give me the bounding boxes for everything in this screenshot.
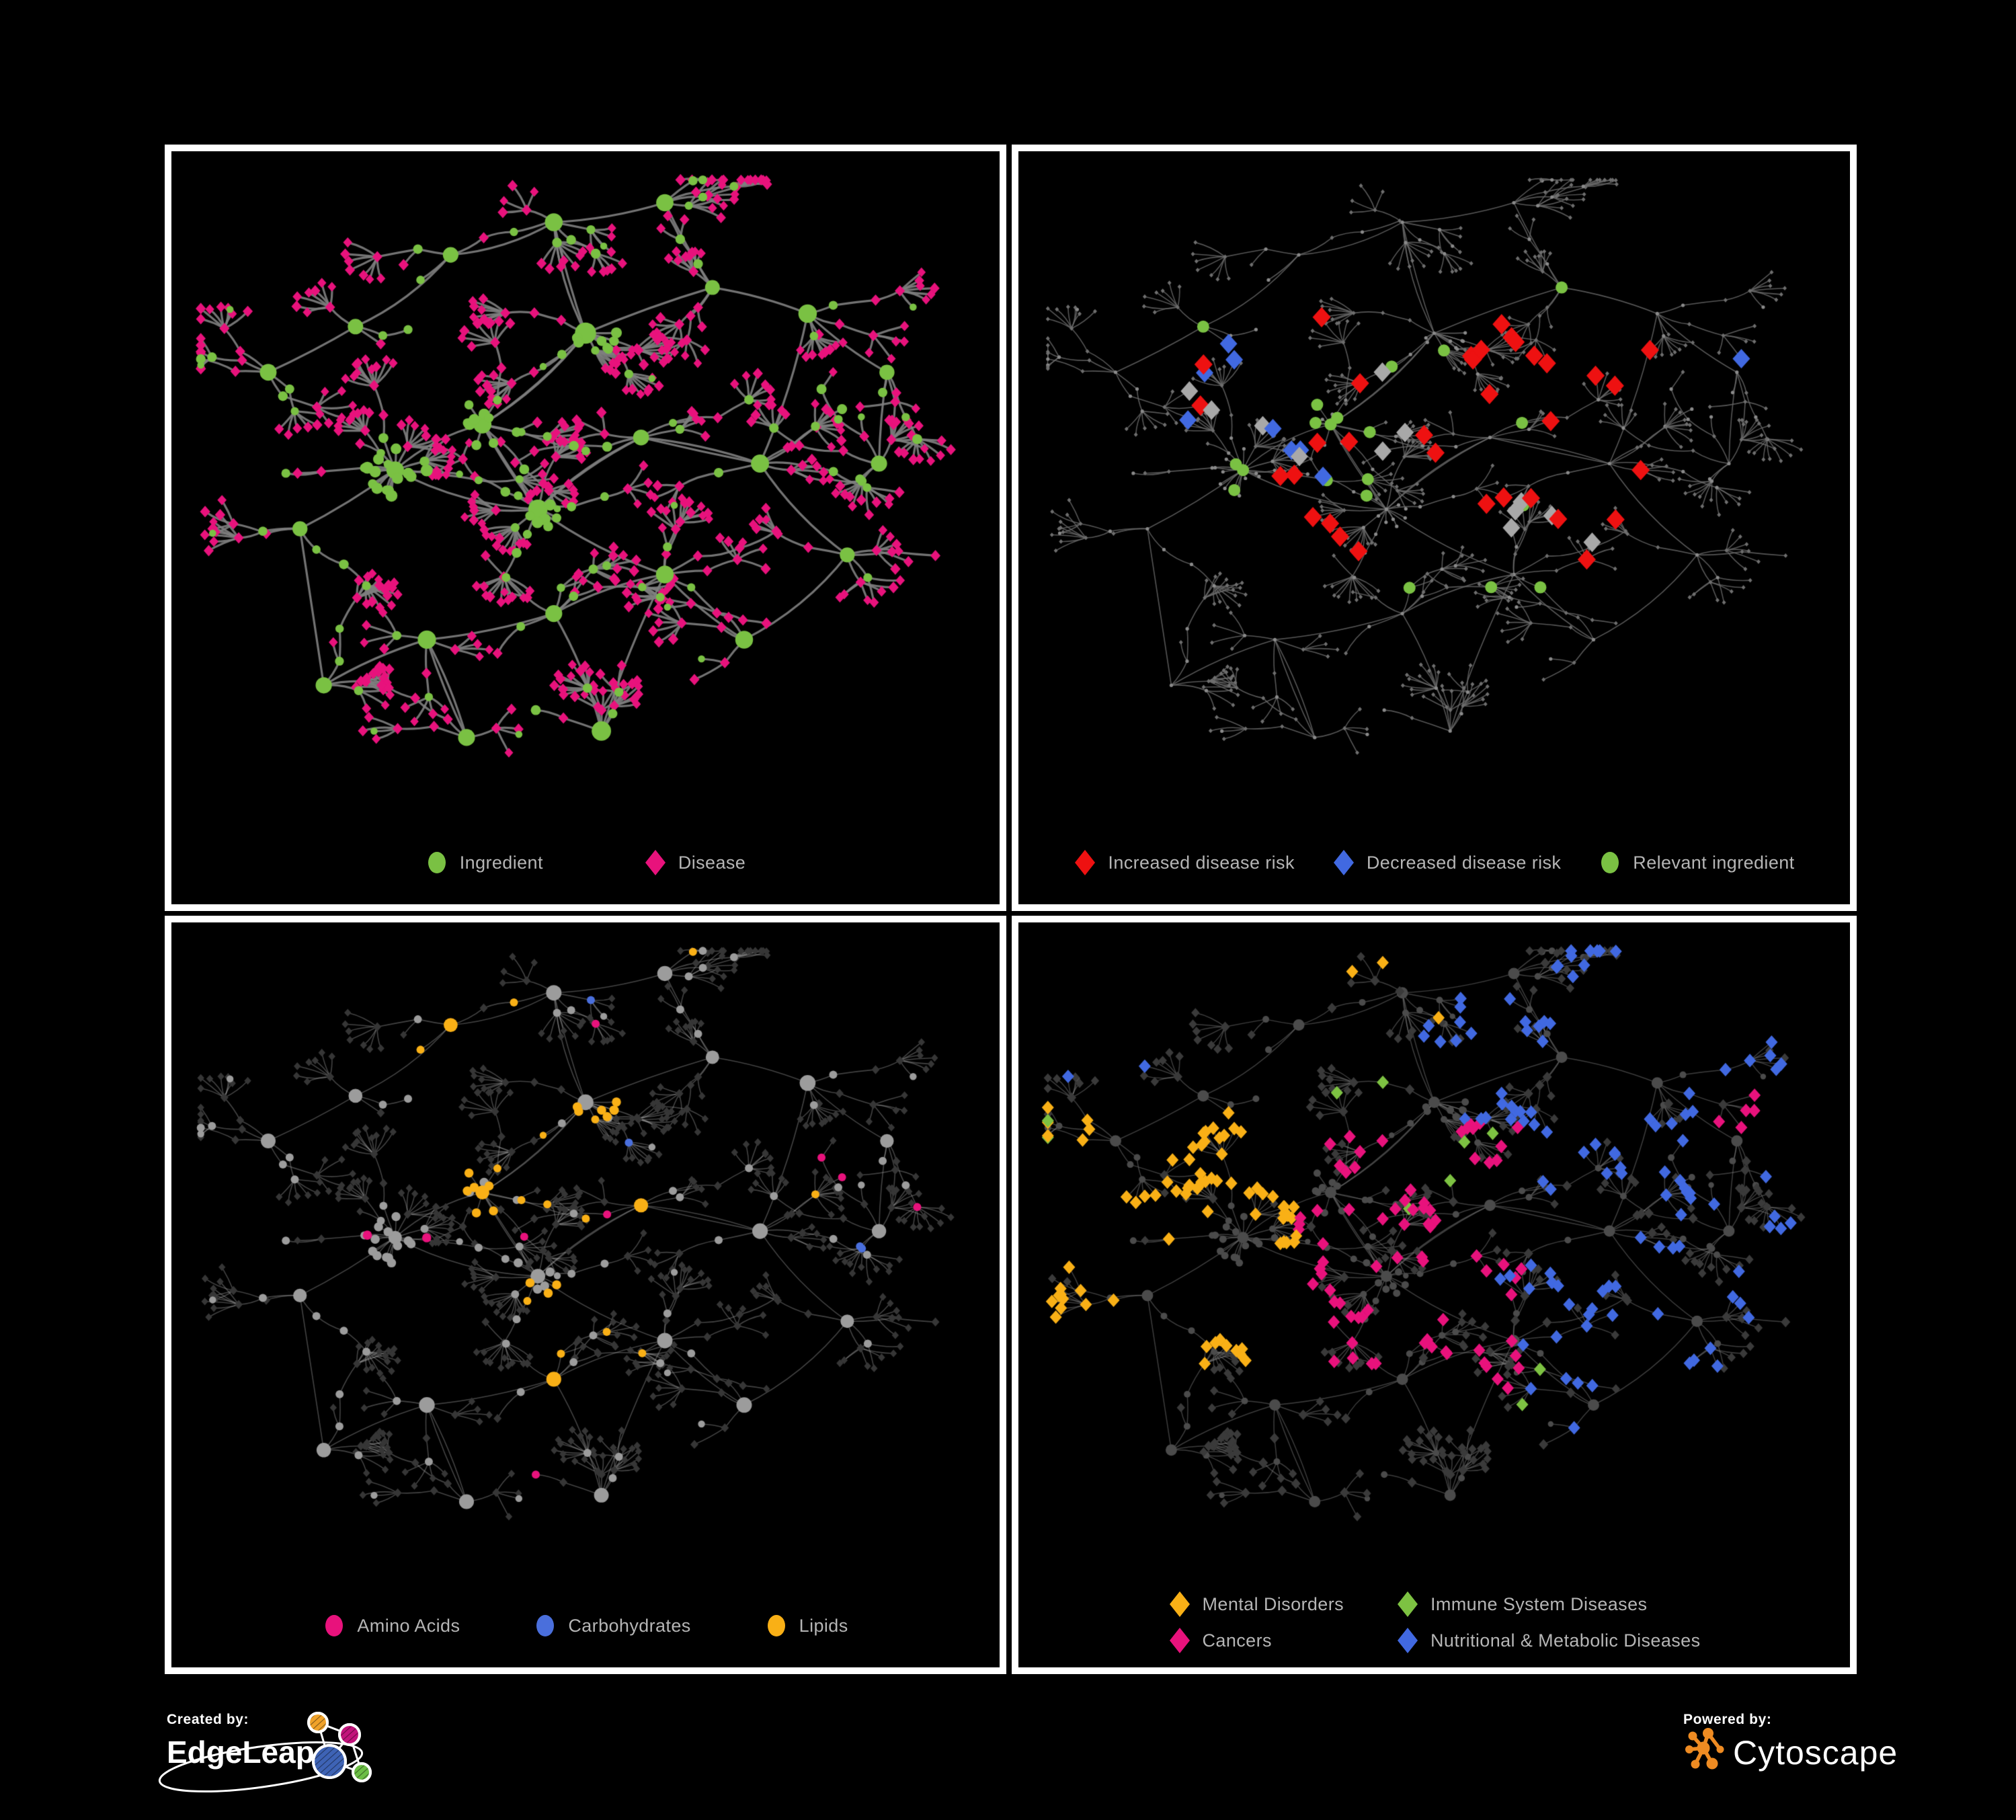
- edgeleap-logo: EdgeLeap: [158, 1712, 372, 1792]
- network-canvas-ingredient-disease: [171, 151, 1000, 904]
- legend-ingredient-disease: Ingredient Disease: [171, 849, 1000, 876]
- legend-label: Cancers: [1202, 1630, 1272, 1651]
- legend-label: Ingredient: [459, 852, 543, 873]
- edgeleap-node-cluster: [307, 1712, 372, 1782]
- legend-item: Relevant ingredient: [1599, 849, 1794, 876]
- created-by-block: Created by:: [167, 1712, 436, 1728]
- diamond-marker-icon: [1169, 1628, 1190, 1653]
- legend-label: Relevant ingredient: [1633, 852, 1795, 873]
- circle-marker-icon: [325, 1615, 344, 1636]
- legend-item: Carbohydrates: [534, 1612, 690, 1639]
- diamond-marker-icon: [1169, 1591, 1190, 1617]
- diamond-marker-icon: [645, 850, 666, 875]
- panel-ingredient-disease: Ingredient Disease: [165, 145, 1006, 911]
- legend-label: Lipids: [799, 1615, 848, 1636]
- circle-marker-icon: [767, 1615, 785, 1636]
- powered-by-block: Powered by:: [1683, 1712, 1966, 1728]
- diamond-marker-icon: [1398, 1628, 1418, 1653]
- legend-label: Disease: [678, 852, 746, 873]
- legend-label: Increased disease risk: [1108, 852, 1295, 873]
- legend-label: Mental Disorders: [1202, 1593, 1344, 1614]
- panel-grid: Ingredient Disease Increased disease risk…: [165, 145, 1857, 1674]
- cytoscape-icon: [1685, 1728, 1724, 1770]
- powered-by-label: Powered by:: [1683, 1712, 1772, 1727]
- network-canvas-disease-risk: [1018, 151, 1850, 904]
- network-canvas-disease-categories: [1018, 922, 1850, 1667]
- legend-item: Lipids: [765, 1612, 848, 1639]
- cytoscape-wordmark: Cytoscape: [1733, 1734, 1898, 1772]
- legend-item: Decreased disease risk: [1332, 849, 1561, 876]
- circle-marker-icon: [428, 852, 446, 873]
- diamond-marker-icon: [1333, 850, 1354, 875]
- panel-disease-categories: Mental Disorders Immune System Diseases Ca…: [1012, 916, 1857, 1674]
- edgeleap-wordmark: EdgeLeap: [167, 1735, 315, 1770]
- legend-item: Disease: [644, 849, 745, 876]
- legend-item: Ingredient: [426, 849, 543, 876]
- diamond-marker-icon: [1075, 850, 1096, 875]
- legend-item: Immune System Diseases: [1396, 1591, 1700, 1618]
- legend-label: Immune System Diseases: [1430, 1593, 1648, 1614]
- legend-item: Mental Disorders: [1168, 1591, 1344, 1618]
- legend-label: Decreased disease risk: [1366, 852, 1562, 873]
- panel-disease-risk: Increased disease risk Decreased disease …: [1012, 145, 1857, 911]
- cytoscape-logo: Cytoscape: [1685, 1728, 1898, 1772]
- diamond-marker-icon: [1398, 1591, 1418, 1617]
- panel-nutrient-classes: Amino Acids Carbohydrates Lipids: [165, 916, 1006, 1674]
- created-by-label: Created by:: [167, 1712, 249, 1727]
- circle-marker-icon: [536, 1615, 555, 1636]
- legend-item: Nutritional & Metabolic Diseases: [1396, 1627, 1700, 1654]
- edgeleap-swoosh: [158, 1741, 364, 1792]
- legend-item: Increased disease risk: [1074, 849, 1294, 876]
- legend-disease-risk: Increased disease risk Decreased disease …: [1018, 849, 1850, 876]
- circle-marker-icon: [1601, 852, 1619, 873]
- legend-label: Amino Acids: [357, 1615, 460, 1636]
- network-canvas-nutrient-classes: [171, 922, 1000, 1667]
- legend-item: Amino Acids: [323, 1612, 460, 1639]
- legend-item: Cancers: [1168, 1627, 1344, 1654]
- legend-label: Carbohydrates: [568, 1615, 691, 1636]
- legend-nutrient-classes: Amino Acids Carbohydrates Lipids: [171, 1612, 1000, 1639]
- legend-label: Nutritional & Metabolic Diseases: [1430, 1630, 1701, 1651]
- legend-disease-categories: Mental Disorders Immune System Diseases Ca…: [1018, 1591, 1850, 1654]
